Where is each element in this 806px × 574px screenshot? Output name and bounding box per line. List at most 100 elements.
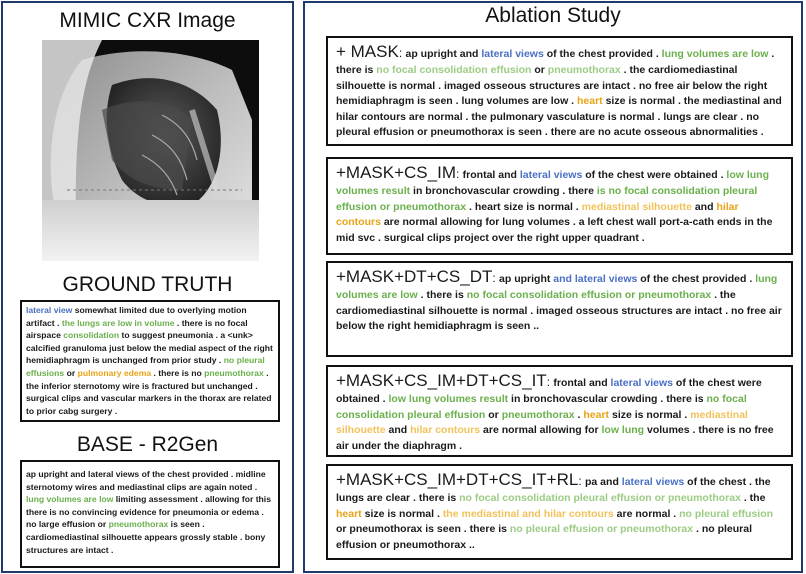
ground-truth-segment: somewhat limited due to overlying motion… bbox=[26, 305, 247, 328]
report-name: + MASK: bbox=[336, 42, 406, 61]
report-segment: no pleural effusion or pneumothorax bbox=[509, 523, 694, 536]
report-name-colon: : bbox=[456, 167, 463, 181]
report-segment: volumes . there is no free air under the… bbox=[336, 424, 774, 452]
report-segment: lung volumes are low bbox=[661, 48, 769, 60]
report-segment: or bbox=[531, 64, 548, 76]
chest-xray-graphic bbox=[42, 40, 259, 261]
ground-truth-box: lateral view somewhat limited due to ove… bbox=[20, 300, 280, 422]
ground-truth-title: GROUND TRUTH bbox=[62, 273, 233, 296]
ground-truth-segment: . there is no bbox=[151, 367, 205, 378]
report-segment: pa and bbox=[585, 476, 622, 488]
ground-truth-segment: to suggest pneumonia . a <unk> calcified… bbox=[26, 330, 273, 366]
report-segment: and lateral views bbox=[553, 273, 638, 285]
report-segment: ap upright and bbox=[405, 48, 482, 60]
report-segment: . there is bbox=[336, 48, 775, 76]
report-segment: no focal consolidation effusion bbox=[376, 64, 532, 76]
report-name-colon: : bbox=[398, 46, 406, 60]
report-segment: hilar contours bbox=[410, 424, 481, 437]
base-segment: lung volumes are low bbox=[26, 494, 114, 505]
report-name: +MASK+CS_IM: bbox=[336, 163, 463, 182]
report-segment: or bbox=[485, 408, 502, 421]
report-segment: heart bbox=[576, 95, 603, 108]
base-text: ap upright and lateral views of the ches… bbox=[26, 469, 271, 555]
ground-truth-segment: the lungs are low in volume bbox=[61, 317, 175, 328]
ground-truth-segment: no pleural effusions bbox=[26, 355, 265, 378]
ground-truth-segment: pulmonary edema bbox=[77, 367, 152, 378]
report-box-mask-cs-im-dt-cs-it-rl: +MASK+CS_IM+DT+CS_IT+RL: pa and lateral … bbox=[326, 464, 793, 560]
report-segment: in bronchovascular crowding . there is bbox=[508, 393, 707, 405]
report-segment: mediastinal silhouette bbox=[336, 408, 748, 437]
report-segment: no pleural effusion bbox=[679, 507, 774, 520]
report-segment: size is normal . bbox=[361, 507, 443, 520]
report-box-mask-cs-im-dt-cs-it: +MASK+CS_IM+DT+CS_IT: frontal and latera… bbox=[326, 365, 793, 457]
base-segment: is seen . cardiomediastinal silhouette a… bbox=[26, 519, 266, 555]
ground-truth-segment: consolidation bbox=[63, 330, 120, 341]
report-name: +MASK+DT+CS_DT: bbox=[336, 267, 500, 286]
left-panel: MIMIC CXR Image bbox=[1, 1, 294, 573]
report-segment: . no pleural effusion or pneumothorax .. bbox=[336, 523, 753, 551]
report-segment: size is normal . bbox=[609, 408, 691, 421]
ground-truth-segment: pneumothorax bbox=[204, 367, 264, 378]
base-segment: limiting assessment . allowing for this … bbox=[26, 494, 271, 530]
report-segment: of the chest . the lungs are clear . the… bbox=[336, 476, 771, 504]
report-segment: ap upright bbox=[499, 273, 554, 285]
ground-truth-segment: or bbox=[64, 367, 78, 378]
report-name-colon: : bbox=[546, 375, 554, 389]
right-panel: Ablation Study + MASK: ap upright and la… bbox=[303, 1, 803, 573]
report-segment: of the chest were obtained . bbox=[582, 169, 727, 181]
report-segment: or pneumothorax is seen . there is bbox=[336, 523, 510, 536]
report-name: +MASK+CS_IM+DT+CS_IT: bbox=[336, 371, 554, 390]
report-name-colon: : bbox=[578, 474, 586, 488]
report-segment: lateral views bbox=[481, 48, 544, 60]
report-box-mask-cs-im: +MASK+CS_IM: frontal and lateral views o… bbox=[326, 157, 793, 255]
report-segment: no focal consolidation effusion or pneum… bbox=[466, 289, 712, 301]
ground-truth-text: lateral view somewhat limited due to ove… bbox=[26, 305, 273, 416]
chest-xray-image bbox=[42, 40, 259, 261]
report-segment: no focal consolidation pleural effusion … bbox=[459, 492, 741, 504]
ground-truth-segment: . the inferior sternotomy wire is fractu… bbox=[26, 367, 272, 416]
report-segment: lateral views bbox=[519, 169, 583, 181]
base-title: BASE - R2Gen bbox=[76, 433, 219, 456]
report-segment: low lung volumes result bbox=[388, 393, 509, 405]
report-box-mask-dt-cs-dt: +MASK+DT+CS_DT: ap upright and lateral v… bbox=[326, 261, 793, 357]
base-segment: pneumothorax bbox=[108, 519, 169, 530]
ground-truth-segment: . there is no focal airspace bbox=[26, 317, 248, 341]
report-box-mask: + MASK: ap upright and lateral views of … bbox=[326, 36, 793, 146]
report-name-colon: : bbox=[492, 271, 500, 285]
report-segment: and bbox=[385, 424, 411, 437]
report-segment: lung volumes are low bbox=[336, 273, 778, 301]
report-segment: are normal allowing for lung volumes . a… bbox=[336, 216, 773, 244]
base-box: ap upright and lateral views of the ches… bbox=[20, 460, 280, 568]
report-segment: the mediastinal and hilar contours bbox=[442, 507, 614, 520]
report-segment: mediastinal silhouette bbox=[581, 200, 692, 213]
ground-truth-segment: lateral view bbox=[26, 305, 73, 315]
report-segment: frontal and bbox=[462, 169, 520, 181]
report-segment: low lung volumes result bbox=[336, 169, 769, 197]
report-segment: . the cardiomediastinal silhouette is no… bbox=[336, 64, 768, 108]
report-segment: heart bbox=[583, 408, 610, 421]
base-segment: ap upright and lateral views of the ches… bbox=[26, 469, 266, 492]
report-segment: in bronchovascular crowding . there bbox=[410, 185, 597, 197]
report-segment: . bbox=[574, 408, 584, 421]
report-segment: size is normal . the mediastinal and hil… bbox=[336, 95, 782, 139]
image-title: MIMIC CXR Image bbox=[59, 9, 236, 32]
report-segment: of the chest were obtained . bbox=[336, 377, 762, 405]
report-segment: are normal allowing for bbox=[480, 424, 602, 437]
report-segment: of the chest provided . bbox=[637, 273, 756, 285]
report-segment: no focal consolidation pleural effusion bbox=[336, 393, 747, 421]
report-segment: low lung bbox=[601, 424, 645, 437]
report-segment: of the chest provided . bbox=[543, 48, 662, 60]
report-segment: . the bbox=[740, 492, 766, 504]
report-name: +MASK+CS_IM+DT+CS_IT+RL: bbox=[336, 470, 586, 489]
report-segment: pneumothorax bbox=[547, 64, 621, 76]
report-segment: frontal and bbox=[553, 377, 611, 389]
report-segment: heart bbox=[336, 507, 362, 520]
report-segment: are normal . bbox=[613, 507, 680, 520]
report-segment: is no focal consolidation pleural effusi… bbox=[336, 185, 758, 213]
ablation-title: Ablation Study bbox=[485, 4, 621, 27]
report-segment: . there is bbox=[417, 289, 467, 301]
report-segment: . heart size is normal . bbox=[466, 200, 582, 213]
report-segment: lateral views bbox=[621, 476, 685, 488]
report-segment: and bbox=[691, 200, 717, 213]
report-segment: hilar contours bbox=[336, 200, 739, 229]
